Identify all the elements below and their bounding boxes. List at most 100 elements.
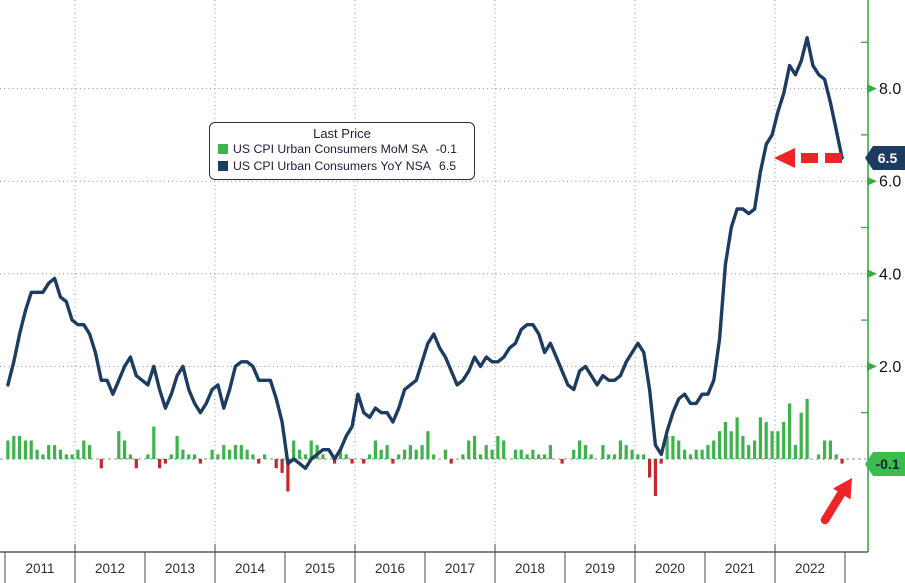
mom-bar: [29, 440, 33, 459]
mom-bar: [338, 449, 342, 459]
mom-bar: [298, 449, 302, 459]
mom-bar: [274, 459, 278, 469]
mom-bar: [671, 435, 675, 459]
mom-bar: [385, 445, 389, 459]
y-axis-label: 8.0: [879, 81, 901, 98]
mom-bar: [473, 435, 477, 459]
mom-bar: [228, 449, 232, 459]
mom-bar: [817, 454, 821, 459]
mom-bar: [589, 454, 593, 459]
mom-bar: [834, 454, 838, 459]
year-label: 2020: [655, 561, 685, 576]
yoy-axis-badge: 6.5: [865, 146, 905, 170]
mom-bar: [788, 403, 792, 459]
year-label: 2022: [795, 561, 825, 576]
mom-bar: [799, 412, 803, 459]
mom-bars-series: [6, 398, 844, 496]
mom-bar: [543, 454, 547, 459]
mom-series-label: US CPI Urban Consumers MoM SA: [233, 142, 428, 156]
mom-bar: [782, 422, 786, 459]
mom-bar: [99, 459, 103, 469]
mom-bar: [64, 454, 68, 459]
mom-bar: [776, 431, 780, 459]
mom-bar: [823, 440, 827, 459]
mom-bar: [303, 454, 307, 459]
mom-bar: [263, 454, 267, 459]
mom-bar: [251, 454, 255, 459]
mom-bar: [723, 422, 727, 459]
mom-bar: [391, 459, 395, 464]
mom-bar: [607, 454, 611, 459]
mom-bar: [286, 459, 290, 492]
mom-bar: [624, 445, 628, 459]
mom-bar: [665, 435, 669, 459]
mom-bar: [280, 459, 284, 473]
mom-bar: [513, 449, 517, 459]
year-label: 2014: [235, 561, 266, 576]
mom-bar: [502, 440, 506, 459]
mom-bar: [163, 459, 167, 464]
x-axis: 2011 2012 2013 2014 2015 2016 2017 2018 2019 2020…: [0, 544, 868, 583]
mom-bar: [578, 440, 582, 459]
mom-bar: [443, 449, 447, 459]
mom-bar: [683, 449, 687, 459]
mom-bar: [642, 454, 646, 459]
mom-bar: [76, 449, 80, 459]
mom-bar: [292, 440, 296, 459]
legend-row-yoy: US CPI Urban Consumers YoY NSA 6.5: [218, 158, 466, 175]
year-label: 2018: [515, 561, 545, 576]
mom-bar: [467, 440, 471, 459]
mom-bar: [187, 454, 191, 459]
mom-bar: [216, 454, 220, 459]
yoy-series-swatch-icon: [218, 160, 228, 171]
year-label: 2019: [585, 561, 615, 576]
mom-bar: [426, 431, 430, 459]
mom-bar: [193, 454, 197, 459]
mom-bar: [519, 449, 523, 459]
y-axis-label: 4.0: [879, 266, 901, 283]
mom-bar: [706, 445, 710, 459]
mom-bar: [828, 440, 832, 459]
mom-bar: [233, 445, 237, 459]
mom-bar: [741, 435, 745, 459]
mom-bar: [414, 449, 418, 459]
mom-bar: [648, 459, 652, 478]
mom-bar: [461, 454, 465, 459]
mom-bar: [181, 449, 185, 459]
mom-bar: [753, 440, 757, 459]
mom-bar: [525, 454, 529, 459]
mom-bar: [735, 417, 739, 459]
legend-box: Last Price US CPI Urban Consumers MoM SA…: [209, 122, 475, 180]
mom-bar: [198, 459, 202, 464]
mom-bar: [560, 459, 564, 464]
mom-bar: [245, 449, 249, 459]
mom-bar: [793, 445, 797, 459]
mom-bar: [6, 440, 10, 459]
mom-bar: [718, 431, 722, 459]
mom-bar: [210, 449, 214, 459]
mom-bar: [840, 459, 844, 464]
mom-bar: [41, 454, 45, 459]
mom-bar: [321, 454, 325, 459]
mom-bar: [601, 445, 605, 459]
mom-bar: [432, 454, 436, 459]
mom-bar: [490, 449, 494, 459]
mom-bar: [548, 445, 552, 459]
mom-bar: [35, 449, 39, 459]
mom-bar: [175, 435, 179, 459]
mom-bar: [88, 445, 92, 459]
mom-bar: [23, 440, 27, 459]
mom-bar: [18, 435, 22, 459]
y-axis-label: 6.0: [879, 174, 901, 191]
mom-bar: [70, 454, 74, 459]
mom-series-swatch-icon: [218, 144, 228, 155]
mom-bar: [408, 445, 412, 459]
mom-bar: [344, 454, 348, 459]
mom-bar: [613, 454, 617, 459]
mom-bar: [53, 445, 57, 459]
mom-bar: [47, 445, 51, 459]
yoy-series-label: US CPI Urban Consumers YoY NSA: [233, 158, 431, 173]
mom-bar: [764, 422, 768, 459]
mom-bar: [770, 431, 774, 459]
mom-bar: [82, 440, 86, 459]
